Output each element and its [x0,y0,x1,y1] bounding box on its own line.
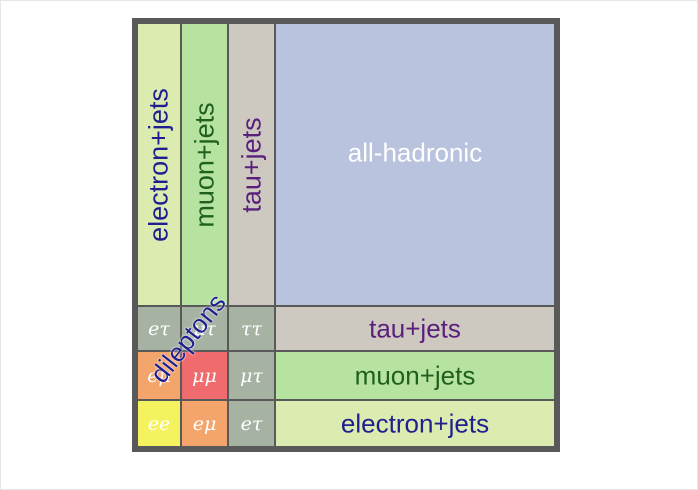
row-muon-jets: muon+jets [276,352,554,399]
column-electron-jets-label: electron+jets [143,87,174,242]
pair-mu-tau-label: μτ [193,317,216,340]
pair-mu-mu: μμ [182,352,227,399]
column-electron-jets: electron+jets [138,24,180,305]
all-hadronic-label: all-hadronic [347,137,483,168]
column-tau-jets-label: tau+jets [236,116,266,213]
pair-e-tau: eτ [138,307,180,350]
decay-channel-diagram: electron+jets muon+jets tau+jets all-had… [132,18,560,452]
pair-mu-tau-muon-row-label: μτ [240,364,263,387]
all-hadronic-region: all-hadronic [276,24,554,305]
pair-e-tau-label: eτ [148,317,170,340]
column-tau-jets: tau+jets [229,24,274,305]
row-electron-jets: electron+jets [276,401,554,446]
pair-tau-tau-label: ττ [240,317,263,340]
pair-mu-mu-label: μμ [192,364,217,387]
row-tau-jets-label: tau+jets [369,313,461,343]
row-muon-jets-label: muon+jets [354,360,476,390]
pair-e-mu-label: eμ [147,364,171,387]
pair-mu-tau-muon-row: μτ [229,352,274,399]
pair-e-mu-electron-row: eμ [182,401,227,446]
pair-e-mu-electron-row-label: eμ [192,412,217,435]
pair-e-tau-electron-row: eτ [229,401,274,446]
column-muon-jets-label: muon+jets [189,101,219,228]
row-electron-jets-label: electron+jets [340,408,490,438]
row-tau-jets: tau+jets [276,307,554,350]
pair-e-mu: eμ [138,352,180,399]
column-muon-jets: muon+jets [182,24,227,305]
pair-e-e: ee [138,401,180,446]
pair-e-e-label: ee [147,412,171,435]
pair-tau-tau: ττ [229,307,274,350]
pair-e-tau-electron-row-label: eτ [240,412,263,435]
pair-mu-tau: μτ [182,307,227,350]
